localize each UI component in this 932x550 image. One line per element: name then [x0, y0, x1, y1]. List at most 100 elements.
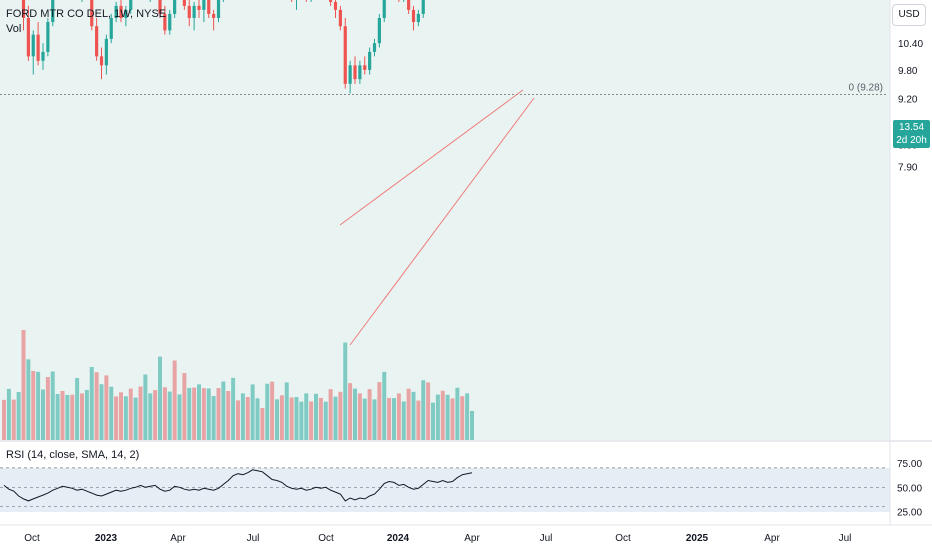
volume-bar	[367, 389, 372, 440]
candle-body	[26, 17, 30, 57]
candle-body	[377, 17, 381, 44]
volume-bar	[401, 401, 406, 440]
volume-bar	[99, 384, 104, 440]
volume-bar	[284, 382, 289, 440]
volume-bar	[26, 359, 31, 440]
volume-bar	[2, 399, 6, 440]
candle-body	[51, 0, 55, 23]
volume-bar	[172, 360, 177, 440]
volume-bar	[245, 396, 250, 440]
candle-body	[368, 51, 372, 70]
candle-body	[36, 34, 40, 61]
volume-bar	[406, 388, 411, 440]
rsi-tick-label: 75.00	[897, 459, 922, 470]
volume-bar	[226, 391, 231, 440]
candle-body	[343, 26, 347, 84]
volume-bar	[362, 398, 367, 440]
rsi-axis: 75.00 50.00 25.00	[897, 459, 922, 519]
price-axis[interactable]: 11.0010.409.809.208.708.307.90	[898, 14, 923, 174]
volume-bar	[440, 390, 445, 440]
volume-bar	[114, 396, 119, 440]
candle-body	[114, 5, 118, 18]
volume-bar	[435, 394, 440, 440]
volume-bar	[445, 394, 450, 440]
volume-bar	[31, 370, 36, 440]
time-tick-label: Apr	[764, 533, 780, 544]
candle-body	[21, 0, 26, 18]
rsi-title: RSI (14, close, SMA, 14, 2)	[6, 449, 140, 461]
volume-label: Vol	[6, 23, 22, 35]
volume-bar	[387, 397, 392, 440]
candle-body	[109, 17, 113, 39]
volume-bar	[55, 393, 60, 440]
volume-bar	[357, 393, 362, 440]
time-tick-label: 2025	[686, 533, 709, 544]
volume-bar	[294, 397, 299, 440]
volume-bar	[411, 391, 416, 440]
volume-bar	[148, 393, 153, 440]
volume-bar	[197, 384, 201, 440]
volume-bar	[60, 391, 65, 440]
volume-bar	[94, 372, 99, 440]
last-price-value: 13.54	[898, 122, 925, 133]
volume-bar	[343, 342, 348, 440]
volume-bar	[187, 387, 192, 440]
volume-bar	[465, 393, 470, 440]
candle-body	[382, 0, 386, 18]
candle-body	[207, 0, 211, 14]
volume-bar	[304, 393, 309, 440]
volume-bar	[123, 396, 128, 440]
price-tick-label: 7.90	[898, 163, 918, 174]
volume-bar	[314, 393, 318, 440]
wedge-lower-line[interactable]	[349, 97, 535, 346]
volume-bar	[192, 387, 197, 440]
candle-body	[216, 0, 221, 18]
volume-bar	[323, 401, 328, 440]
volume-bar	[231, 377, 236, 440]
volume-bar	[128, 388, 133, 440]
wedge-upper-line[interactable]	[339, 89, 524, 226]
volume-bar	[182, 373, 187, 440]
candle-body	[104, 38, 108, 66]
volume-bar	[138, 386, 143, 440]
main-pane-background	[0, 0, 890, 440]
volume-bar	[201, 388, 206, 440]
volume-bar	[41, 389, 45, 440]
volume-bar	[89, 366, 94, 440]
volume-bar	[431, 402, 435, 440]
candle-body	[124, 9, 128, 18]
time-tick-label: 2024	[387, 533, 410, 544]
candle-body	[338, 9, 342, 27]
time-tick-label: Apr	[170, 533, 186, 544]
volume-bar	[119, 392, 123, 440]
volume-bar	[348, 383, 353, 440]
volume-bar	[372, 399, 377, 440]
volume-bar	[333, 396, 338, 440]
volume-bar	[84, 389, 89, 440]
volume-bar	[80, 393, 84, 440]
volume-bar	[45, 377, 50, 440]
volume-bar	[158, 356, 162, 440]
candle-body	[46, 22, 50, 52]
volume-bar	[275, 399, 279, 440]
currency-button[interactable]: USD	[892, 4, 926, 26]
volume-bar	[455, 387, 460, 440]
candle-body	[182, 0, 186, 6]
candle-body	[168, 13, 172, 31]
volume-bar	[299, 401, 304, 440]
candle-body	[212, 13, 216, 18]
time-tick-label: 2023	[95, 533, 118, 544]
candle-body	[41, 51, 45, 61]
time-axis[interactable]: Oct 2023 Apr Jul Oct 2024 Apr Jul Oct 2025 Apr Jul	[24, 533, 851, 544]
candle-body	[163, 13, 167, 31]
volume-bar	[216, 388, 221, 440]
last-price-tag: 13.54 2d 20h	[893, 120, 930, 148]
time-tick-label: Jul	[839, 533, 852, 544]
candle-body	[202, 0, 206, 10]
candle-body	[358, 65, 362, 80]
volume-bar	[426, 382, 431, 440]
candle-body	[158, 0, 162, 14]
rsi-tick-label: 25.00	[897, 508, 922, 519]
price-tick-label: 9.80	[898, 66, 918, 77]
